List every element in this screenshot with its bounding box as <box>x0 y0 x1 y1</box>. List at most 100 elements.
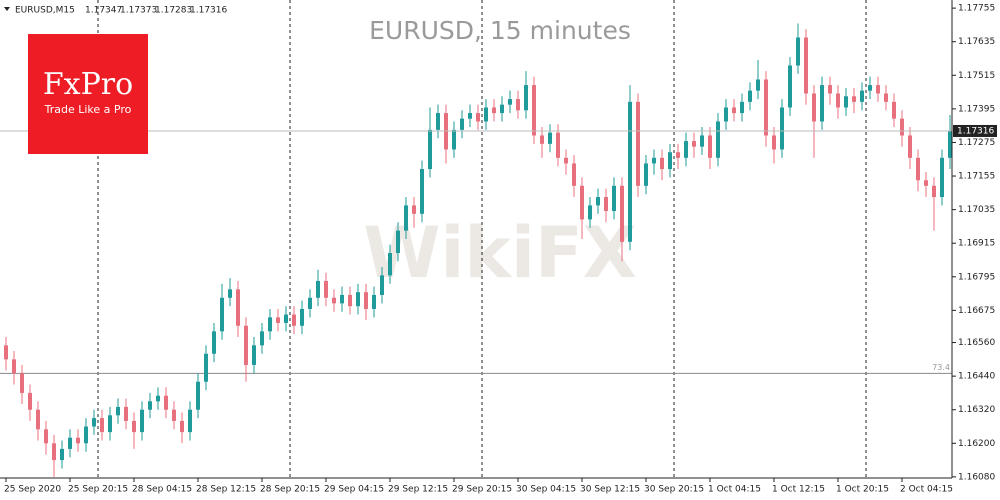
candle-body <box>892 101 896 119</box>
candle-body <box>500 104 504 114</box>
candle-body <box>588 205 592 220</box>
candle-body <box>612 185 616 212</box>
candle-body <box>876 85 880 94</box>
candle-body <box>852 96 856 102</box>
candle-body <box>100 418 104 433</box>
price-label: 1.17316 <box>957 126 994 136</box>
candle-body <box>12 359 16 374</box>
candle-body <box>276 317 280 323</box>
logo-box <box>28 34 148 154</box>
x-tick-label: 29 Sep 12:15 <box>388 485 448 495</box>
candle-body <box>92 418 96 427</box>
candle-body <box>628 101 632 242</box>
candle-body <box>716 121 720 158</box>
x-tick-label: 2 Oct 04:15 <box>900 485 953 495</box>
candle-body <box>908 135 912 158</box>
x-tick-label: 1 Oct 04:15 <box>708 485 761 495</box>
candle-body <box>348 294 352 307</box>
y-tick-label: 1.16795 <box>958 272 995 282</box>
y-tick-label: 1.16440 <box>958 372 995 382</box>
candle-body <box>580 185 584 220</box>
candle-body <box>556 132 560 158</box>
candle-body <box>36 409 40 430</box>
price-label-box <box>953 124 997 137</box>
ohlc-low: 1.17283 <box>155 6 192 16</box>
x-tick-label: 25 Sep 20:15 <box>68 485 128 495</box>
candle-body <box>76 437 80 444</box>
candle-body <box>772 135 776 150</box>
candle-body <box>244 325 248 365</box>
candle-body <box>804 37 808 94</box>
candle-body <box>420 169 424 214</box>
candle-body <box>124 406 128 421</box>
candle-body <box>180 420 184 433</box>
menu-arrow <box>4 7 10 11</box>
ohlc-open: 1.17347 <box>85 6 122 16</box>
candle-body <box>132 420 136 433</box>
candle-body <box>68 437 72 449</box>
x-tick-label: 1 Oct 20:15 <box>836 485 889 495</box>
candle-body <box>868 85 872 91</box>
candle-body <box>484 107 488 122</box>
candle-body <box>324 280 328 298</box>
candle-body <box>508 99 512 105</box>
candle-body <box>916 157 920 181</box>
candle-body <box>532 85 536 136</box>
x-tick-label: 28 Sep 20:15 <box>260 485 320 495</box>
candle-body <box>900 118 904 136</box>
y-tick-label: 1.17155 <box>958 172 995 182</box>
x-tick-label: 29 Sep 04:15 <box>324 485 384 495</box>
candle-body <box>396 230 400 253</box>
y-tick-label: 1.17275 <box>958 138 995 148</box>
candle-body <box>788 65 792 108</box>
candle-body <box>828 85 832 94</box>
candle-body <box>460 118 464 130</box>
x-tick-label: 28 Sep 12:15 <box>196 485 256 495</box>
candle-body <box>724 107 728 122</box>
candle-body <box>260 331 264 346</box>
candle-body <box>356 292 360 307</box>
candle-body <box>220 297 224 332</box>
candle-body <box>644 163 648 186</box>
candle-body <box>596 197 600 206</box>
candle-body <box>404 205 408 231</box>
candle-body <box>476 113 480 122</box>
candle-body <box>4 345 8 360</box>
candle-body <box>780 107 784 150</box>
y-tick-label: 1.17035 <box>958 205 995 215</box>
y-tick-label: 1.16080 <box>958 472 995 482</box>
candle-body <box>108 415 112 433</box>
candle-body <box>668 152 672 170</box>
candle-body <box>740 101 744 114</box>
y-tick-label: 1.16560 <box>958 338 995 348</box>
candle-body <box>860 90 864 102</box>
candle-body <box>468 113 472 119</box>
candle-body <box>316 280 320 298</box>
y-tick-label: 1.17755 <box>958 4 995 14</box>
candle-body <box>948 130 952 158</box>
candle-body <box>116 406 120 416</box>
candle-body <box>164 395 168 410</box>
symbol: EURUSD,M15 <box>15 6 75 16</box>
x-tick-label: 28 Sep 04:15 <box>132 485 192 495</box>
candle-body <box>932 185 936 198</box>
candle-body <box>52 443 56 461</box>
y-tick-label: 1.16200 <box>958 439 995 449</box>
y-tick-label: 1.17395 <box>958 104 995 114</box>
y-tick-label: 1.16320 <box>958 405 995 415</box>
candle-body <box>268 317 272 332</box>
x-tick-label: 29 Sep 20:15 <box>452 485 512 495</box>
candle-body <box>548 132 552 144</box>
candle-body <box>652 157 656 164</box>
logo-name: FxPro <box>43 67 133 102</box>
candle-body <box>756 79 760 91</box>
candle-body <box>20 373 24 393</box>
candle-body <box>924 180 928 186</box>
x-tick-label: 30 Sep 12:15 <box>580 485 640 495</box>
candle-body <box>212 331 216 354</box>
y-tick-label: 1.16915 <box>958 239 995 249</box>
candle-body <box>684 141 688 158</box>
candle-body <box>148 401 152 410</box>
candle-body <box>412 205 416 214</box>
